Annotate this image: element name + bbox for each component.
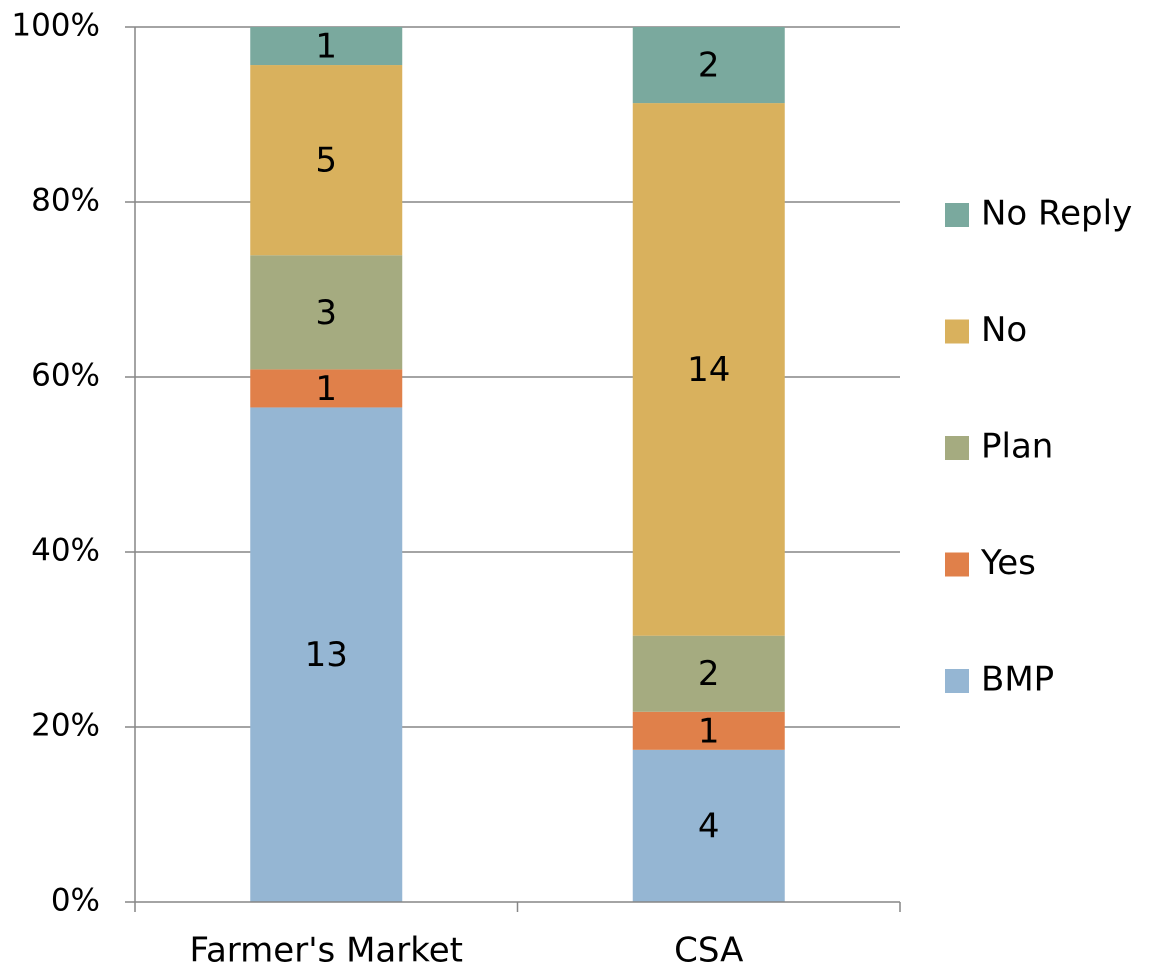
y-tick-label: 40% xyxy=(31,533,100,569)
y-tick-label: 0% xyxy=(51,883,100,919)
data-label: 1 xyxy=(315,27,337,67)
bar-segment xyxy=(250,407,403,902)
y-tick-label: 60% xyxy=(31,358,100,394)
data-label: 5 xyxy=(315,141,337,181)
legend-label: No xyxy=(981,310,1027,350)
legend-swatch xyxy=(945,203,969,227)
bar-segment xyxy=(632,711,785,750)
bar-segment xyxy=(632,635,785,712)
legend-swatch xyxy=(945,669,969,693)
y-tick-label: 20% xyxy=(31,708,100,744)
x-tick-label: Farmer's Market xyxy=(190,931,463,971)
bar-segment xyxy=(250,255,403,370)
legend-label: BMP xyxy=(981,660,1054,700)
data-label: 2 xyxy=(698,46,720,86)
data-label: 13 xyxy=(305,635,348,675)
y-tick-label: 100% xyxy=(11,8,100,44)
bar-segment xyxy=(250,369,403,408)
x-tick-label: CSA xyxy=(674,931,743,971)
bar-segment xyxy=(632,749,785,902)
data-label: 1 xyxy=(315,369,337,409)
legend-swatch xyxy=(945,319,969,344)
data-label: 1 xyxy=(698,711,720,751)
bar-segment xyxy=(250,27,403,66)
legend-swatch xyxy=(945,552,969,577)
bar-segment xyxy=(250,65,403,256)
legend-swatch xyxy=(945,436,969,460)
legend-label: Yes xyxy=(980,543,1036,583)
data-label: 2 xyxy=(698,654,720,694)
data-label: 3 xyxy=(315,293,337,333)
data-label: 14 xyxy=(687,350,730,390)
data-label: 4 xyxy=(698,806,720,846)
bar-segment xyxy=(632,27,785,104)
bar-segment xyxy=(632,103,785,636)
legend-label: Plan xyxy=(981,427,1053,467)
legend-label: No Reply xyxy=(981,194,1132,234)
y-tick-label: 80% xyxy=(31,183,100,219)
